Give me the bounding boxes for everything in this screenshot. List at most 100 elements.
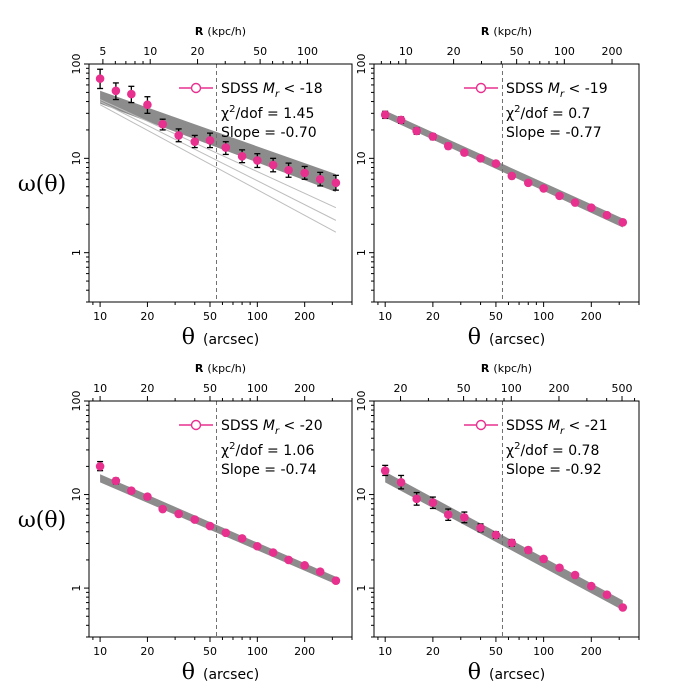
data-point	[412, 126, 421, 136]
x-tick-label: 100	[247, 310, 268, 323]
x-tick-label: 200	[581, 645, 602, 658]
data-marker	[602, 210, 612, 220]
x-axis-unit: (arcsec)	[203, 332, 259, 348]
chi2-text: χ2/dof = 0.78	[506, 441, 599, 459]
y-tick-label: 10	[70, 151, 83, 165]
data-marker	[380, 110, 390, 120]
chi2-value: /dof = 1.45	[235, 106, 314, 122]
legend-text: SDSS Mr < -18	[221, 81, 323, 100]
top-tick-label: 5	[99, 45, 106, 58]
data-point	[396, 474, 406, 490]
y-tick-label: 10	[70, 488, 83, 502]
x-axis-label: θ (arcsec)	[468, 325, 546, 350]
legend-marker	[475, 419, 487, 431]
data-marker	[127, 89, 136, 99]
data-marker	[174, 509, 183, 519]
data-marker	[491, 530, 501, 540]
data-point	[443, 508, 453, 521]
plot-frame	[373, 63, 640, 303]
chi2-symbol: χ	[506, 106, 514, 122]
x-tick-label: 50	[489, 645, 503, 658]
top-tick-label: 20	[394, 382, 408, 395]
data-point	[331, 576, 341, 585]
top-axis-label: R (kpc/h)	[195, 362, 246, 375]
data-point	[300, 561, 309, 570]
data-marker	[268, 160, 278, 170]
chi2-superscript: 2	[229, 104, 235, 115]
y-tick-label: 1	[70, 249, 83, 256]
data-marker	[284, 165, 293, 175]
data-marker	[268, 548, 278, 557]
legend-prefix: SDSS	[221, 418, 263, 434]
legend-marker	[475, 82, 487, 94]
data-point	[587, 203, 596, 212]
top-tick-label: 10	[93, 382, 107, 395]
data-point	[570, 198, 580, 207]
data-point	[315, 567, 325, 576]
data-point	[315, 171, 325, 187]
data-point	[507, 538, 517, 548]
top-axis-label-bold: R	[481, 362, 490, 375]
data-marker	[158, 504, 167, 514]
data-marker	[443, 141, 453, 151]
top-axis-label: R (kpc/h)	[195, 25, 246, 38]
data-point	[412, 491, 421, 506]
data-point	[300, 165, 309, 180]
x-tick-label: 100	[533, 645, 554, 658]
data-point	[331, 174, 341, 191]
data-marker	[253, 156, 262, 165]
top-axis-label-unit: (kpc/h)	[207, 25, 246, 38]
chi2-superscript: 2	[229, 441, 235, 452]
data-point	[205, 132, 215, 149]
data-point	[476, 523, 485, 533]
data-marker	[412, 126, 421, 136]
model-line-light	[99, 101, 337, 221]
legend-subscript: r	[560, 89, 565, 100]
y-tick-label: 100	[355, 54, 368, 75]
data-point	[555, 191, 564, 201]
plot-frame	[88, 63, 353, 303]
data-marker	[205, 521, 215, 531]
top-tick-label: 100	[247, 382, 268, 395]
data-marker	[396, 115, 406, 125]
legend-text: SDSS Mr < -21	[506, 418, 608, 437]
x-tick-label: 100	[247, 645, 268, 658]
y-tick-label: 100	[70, 391, 83, 412]
chi2-text: χ2/dof = 1.45	[221, 104, 314, 122]
data-marker	[174, 131, 183, 140]
panel-3: 10 20 50 100 200 1 10 100 10 20 50 100 200 R (kpc/h) θ (…	[18, 362, 353, 685]
slope-text: Slope = -0.77	[506, 125, 602, 141]
data-marker	[602, 590, 612, 599]
data-point	[380, 110, 390, 120]
data-point	[205, 521, 215, 531]
data-marker	[428, 498, 438, 507]
top-tick-label: 20	[140, 382, 154, 395]
top-axis-label: R (kpc/h)	[481, 362, 532, 375]
data-point	[237, 534, 247, 543]
data-point	[127, 486, 136, 495]
legend-subscript: r	[560, 426, 565, 437]
data-marker	[331, 178, 341, 188]
data-point	[284, 555, 293, 565]
chi2-superscript: 2	[514, 441, 520, 452]
legend-marker	[190, 419, 202, 431]
data-point	[555, 563, 564, 573]
y-axis-label: ω(θ)	[18, 508, 66, 533]
data-marker	[205, 136, 215, 145]
data-point	[284, 162, 293, 178]
data-marker	[507, 538, 517, 548]
legend-subscript: r	[275, 426, 280, 437]
data-marker	[331, 576, 341, 585]
legend-suffix: < -20	[279, 418, 323, 434]
top-axis-label-bold: R	[195, 362, 204, 375]
data-point	[268, 548, 278, 557]
chi2-text: χ2/dof = 1.06	[221, 441, 314, 459]
data-point	[174, 509, 183, 519]
x-tick-label: 20	[426, 645, 440, 658]
chi2-text: χ2/dof = 0.7	[506, 104, 590, 122]
data-point	[190, 515, 200, 524]
data-point	[158, 118, 167, 131]
legend-suffix: < -18	[279, 81, 323, 97]
top-tick-label: 500	[612, 382, 633, 395]
x-tick-label: 10	[93, 645, 107, 658]
